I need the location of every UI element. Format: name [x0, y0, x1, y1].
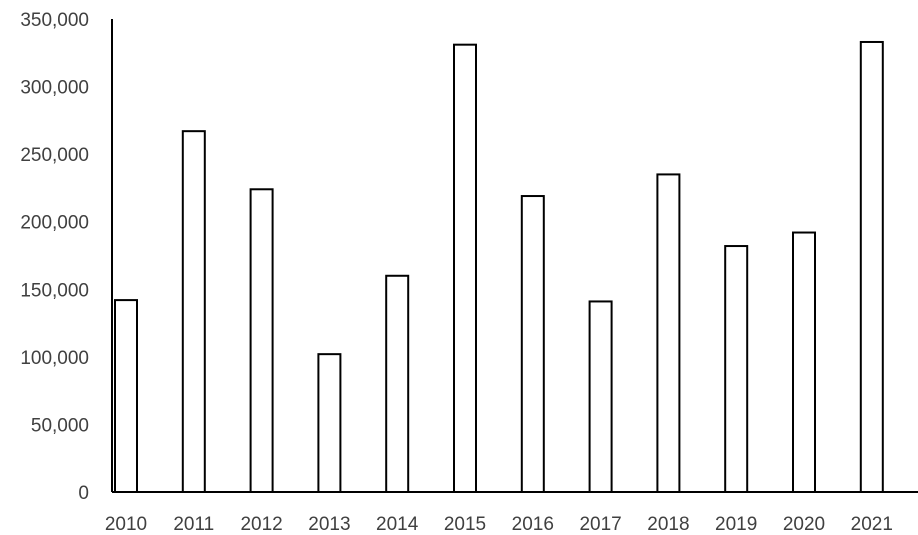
- x-tick-label: 2019: [715, 514, 757, 535]
- bars-group: [114, 40, 884, 494]
- bar-2019: [724, 245, 749, 493]
- bar-2021: [859, 40, 884, 494]
- x-tick-label: 2012: [240, 514, 282, 535]
- y-axis-tick-labels: 0 50,000 100,000 150,000 200,000 250,000 300,0…: [20, 10, 89, 504]
- x-tick-label: 2013: [308, 514, 350, 535]
- y-tick-label: 300,000: [20, 78, 89, 99]
- x-tick-label: 2011: [173, 514, 214, 535]
- bar-2011: [181, 130, 206, 493]
- bar-2012: [249, 188, 274, 493]
- y-tick-label: 350,000: [20, 10, 89, 31]
- y-tick-label: 250,000: [20, 145, 89, 166]
- x-tick-label: 2017: [579, 514, 621, 535]
- bar-2020: [792, 231, 816, 493]
- y-tick-label: 150,000: [20, 280, 89, 301]
- x-tick-label: 2016: [512, 514, 554, 535]
- bar-2018: [656, 173, 681, 494]
- bar-2016: [520, 195, 545, 493]
- x-tick-label: 2014: [376, 514, 419, 535]
- y-tick-label: 0: [78, 483, 89, 504]
- x-tick-label: 2020: [783, 514, 825, 535]
- bar-2014: [385, 274, 410, 493]
- y-tick-label: 200,000: [20, 213, 89, 234]
- y-tick-label: 100,000: [20, 348, 89, 369]
- bar-2015: [453, 43, 477, 493]
- x-tick-label: 2021: [851, 514, 893, 535]
- x-axis-tick-labels: 2010 2011 2012 2013 2014 2015 2016 2017 2018 2019…: [105, 514, 893, 535]
- x-tick-label: 2015: [444, 514, 486, 535]
- y-tick-label: 50,000: [31, 415, 89, 436]
- bar-2010: [114, 299, 138, 493]
- x-tick-label: 2018: [647, 514, 689, 535]
- bar-2013: [317, 353, 342, 494]
- bar-2017: [588, 300, 613, 493]
- x-tick-label: 2010: [105, 514, 147, 535]
